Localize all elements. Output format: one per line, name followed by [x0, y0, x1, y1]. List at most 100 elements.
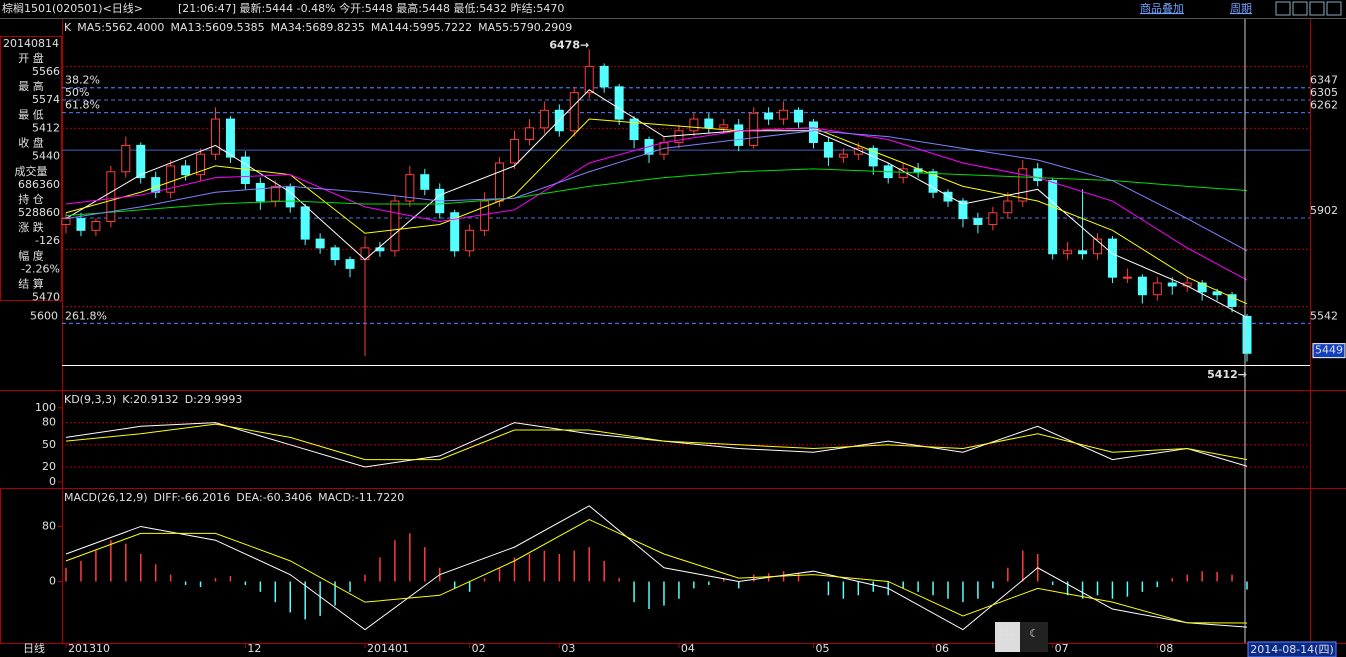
y-tick-label: 50 [42, 438, 56, 451]
high-annotation: 6478→ [549, 38, 589, 51]
candle-body [1137, 276, 1147, 296]
nav-button[interactable] [1309, 1, 1325, 16]
legend-entry: K:20.9132 [122, 393, 178, 406]
info-label: 开 盘 [18, 51, 44, 65]
fib-label: 261.8% [65, 309, 107, 322]
info-label: 幅 度 [18, 248, 44, 262]
candle-body [315, 238, 325, 249]
toolbar [0, 0, 1346, 18]
candle-body [420, 174, 430, 190]
nav-button[interactable] [1326, 1, 1342, 16]
candle-body [928, 171, 938, 193]
y-tick-label: 0 [49, 475, 56, 488]
candle-body [106, 171, 116, 223]
indicator-line [65, 505, 1248, 631]
period-link[interactable]: 周期 [1230, 2, 1252, 15]
fib-label: 50% [65, 86, 89, 99]
candle-body [480, 200, 490, 231]
candle-body [614, 86, 624, 120]
candle-body [1063, 250, 1073, 255]
candle-body [853, 147, 863, 155]
candle-body [689, 118, 699, 132]
candle-body [674, 130, 684, 143]
x-tick-label: 06 [935, 642, 949, 655]
low-annotation: 5412→ [1207, 368, 1247, 381]
right-tick-label: 6305 [1310, 86, 1338, 99]
candle-body [390, 200, 400, 252]
info-value: -126 [35, 234, 60, 247]
candle-body [450, 212, 460, 252]
candle-body [764, 112, 774, 120]
legend-entry: MA5:5562.4000 [77, 21, 164, 34]
right-tick-label: 6347 [1310, 74, 1338, 87]
fib-label: 38.2% [65, 74, 100, 87]
legend-entry: MA55:5790.2909 [478, 21, 572, 34]
y-tick-label: 80 [42, 519, 56, 532]
candle-body [61, 218, 71, 225]
candle-body [76, 218, 86, 231]
ime-text: 中 [999, 625, 1014, 643]
y-tick-label: 20 [42, 460, 56, 473]
candle-body [958, 200, 968, 220]
legend-entry: D:29.9993 [185, 393, 243, 406]
candle-body [345, 259, 355, 269]
candle-body [255, 182, 265, 202]
y-tick-label: 80 [42, 416, 56, 429]
indicator-line [65, 118, 1248, 305]
candle-body [599, 65, 609, 88]
candle-body [988, 212, 998, 225]
candle-body [405, 174, 415, 202]
ime-indicator[interactable] [1020, 622, 1048, 652]
ime-icon: ☾ [1029, 627, 1039, 640]
candle-body [151, 177, 161, 193]
nav-button[interactable] [1275, 1, 1291, 16]
y-tick-label: 5600 [30, 309, 58, 322]
ime-indicator[interactable] [995, 622, 1020, 652]
candle-body [300, 206, 310, 240]
candle-body [584, 65, 594, 94]
candle-body [823, 141, 833, 158]
candle-body [509, 139, 519, 164]
nav-button[interactable] [1292, 1, 1308, 16]
info-value: 5470 [32, 291, 60, 304]
candle-body [1242, 315, 1252, 354]
info-label: 最 低 [18, 108, 44, 121]
candle-body [1122, 276, 1132, 279]
info-value: -2.26% [21, 262, 60, 275]
info-frame [0, 36, 62, 301]
x-tick-label: 04 [681, 642, 695, 655]
indicator-line [65, 423, 1248, 461]
quote-line: [21:06:47] 最新:5444 -0.48% 今开:5448 最高:544… [178, 1, 564, 15]
info-value: 5574 [32, 93, 60, 106]
info-value: 528860 [18, 206, 60, 219]
candle-body [136, 144, 146, 179]
candle-body [210, 118, 220, 155]
candle-body [166, 165, 176, 193]
legend-entry: MA13:5609.5385 [170, 21, 264, 34]
legend-entry: DIFF:-66.2016 [154, 491, 231, 504]
candle-body [629, 118, 639, 141]
y-tick-label: 0 [49, 575, 56, 588]
info-label: 持 仓 [18, 192, 44, 206]
candle-body [1033, 168, 1043, 182]
right-tick-label: 5902 [1310, 204, 1338, 217]
candle-body [719, 124, 729, 129]
candle-body [973, 218, 983, 225]
candle-body [704, 118, 714, 129]
x-tick-label: 201310 [68, 642, 110, 655]
candle-body [1152, 282, 1162, 296]
right-tick-label: 5542 [1310, 309, 1338, 322]
candle-body [794, 109, 804, 123]
overlay-link[interactable]: 商品叠加 [1140, 1, 1184, 15]
candle-body [225, 118, 235, 158]
x-tick-label: 05 [815, 642, 829, 655]
candle-body [1212, 291, 1222, 296]
legend-entry: MA144:5995.7222 [371, 21, 472, 34]
candle-body [1048, 180, 1058, 255]
candle-body [749, 112, 759, 146]
legend-entry: MACD(26,12,9) [64, 491, 148, 504]
candle-body [1018, 168, 1028, 202]
candle-body [539, 109, 549, 129]
info-label: 成交量 [15, 164, 48, 178]
candle-body [779, 109, 789, 120]
